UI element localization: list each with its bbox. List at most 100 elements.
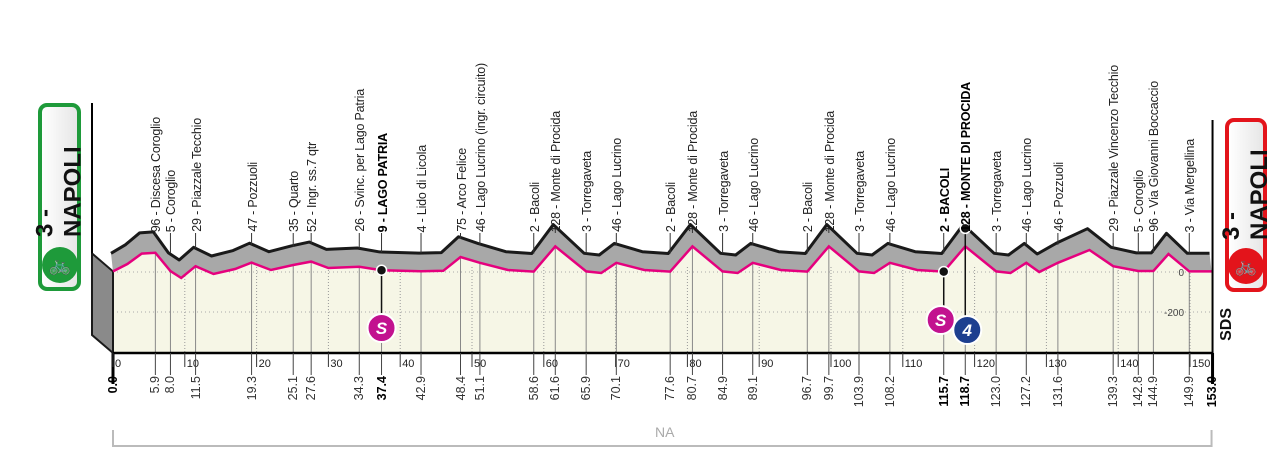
province-bracket [112,430,1213,447]
x-tick-label: 140 [1120,358,1138,370]
x-tick-label: 0 [115,358,121,370]
sprint-icon [925,305,956,335]
x-tick-label: 110 [905,358,923,370]
sds-logo: SDS [1218,308,1235,341]
km-label: 70.1 [609,376,624,401]
x-tick-label: 40 [402,358,414,370]
km-label: 42.9 [414,376,429,401]
km-label: 48.4 [453,376,468,401]
x-tick-label: 10 [187,358,199,370]
waypoint-label: 29 - Piazzale Vincenzo Tecchio [1107,65,1122,232]
km-label: 5.9 [148,376,163,394]
km-label: 123.0 [989,376,1004,408]
waypoint-label: 5 - Coroglio [164,169,179,232]
km-label-endpoint: 153.0 [1204,376,1219,408]
km-label: 96.7 [800,376,815,401]
waypoint-label: 26 - Svinc. per Lago Patria [353,89,368,232]
km-label: 61.6 [548,376,563,401]
waypoint-label: 3 - Torregaveta [716,151,731,232]
x-tick-label: 80 [689,358,701,370]
cyclist-icon: 🚲 [1228,248,1264,284]
waypoint-label: 9 - LAGO PATRIA [375,132,390,232]
km-label: 58.6 [526,376,541,401]
km-label: 65.9 [579,376,594,401]
y-tick-label: 0 [1178,268,1184,279]
start-label: 3 - NAPOLI [31,146,87,237]
x-tick-label: 60 [546,358,558,370]
waypoint-label: 52 - Ingr. ss.7 qtr [305,142,320,232]
km-label: 149.9 [1182,376,1197,408]
waypoint-label: 96 - Via Giovanni Boccaccio [1147,81,1162,232]
km-label: 89.1 [745,376,760,401]
marker-symbol: S [935,311,947,330]
x-tick-label: 90 [761,358,773,370]
province-label: NA [655,424,675,440]
waypoint-label: 96 - Discesa Coroglio [149,116,164,232]
waypoint-label: 3 - Torregaveta [990,151,1005,232]
km-label: 37.4 [374,376,389,401]
x-tick-label: 150 [1192,358,1210,370]
sprint-icon [366,313,397,343]
waypoint-label: 2 - BACOLI [937,168,952,232]
km-label: 142.8 [1131,376,1146,408]
km-label: 118.7 [958,376,973,407]
relief-top-line [110,223,1210,262]
km-label: 144.9 [1146,376,1161,408]
waypoint-label: 2 - Bacoli [801,181,816,232]
km-label: 11.5 [188,376,203,400]
x-tick-label: 70 [618,358,630,370]
km-label-endpoint: 0.0 [106,376,120,394]
cyclist-icon: 🚲 [42,247,78,283]
km-label: 139.3 [1106,376,1121,408]
km-label: 103.9 [852,376,866,408]
km-label: 84.9 [715,376,730,401]
x-tick-label: 30 [330,358,342,370]
waypoint-label: 128 - Monte di Procida [686,110,701,232]
marker-symbol: S [376,319,388,338]
waypoint-label: 4 - Lido di Licola [415,144,430,232]
km-label: 115.7 [936,376,951,407]
elevation-line [112,244,1212,280]
km-label: 108.2 [882,376,897,408]
km-label: 127.2 [1019,376,1034,408]
waypoint-label: 128 - Monte di Procida [549,110,564,232]
marker-dot [937,265,950,278]
km-label: 19.3 [244,376,259,401]
finish-label: 3 - NAPOLI [1218,149,1273,240]
waypoint-label: 75 - Arco Felice [454,148,469,232]
y-tick-label: -200 [1164,308,1184,319]
x-tick-label: 120 [977,358,995,370]
km-label: 80.7 [685,376,700,401]
x-tick-label: 100 [833,358,851,370]
start-badge: 3 - NAPOLI 🚲 [31,103,87,291]
waypoint-label: 46 - Lago Lucrino [746,138,761,232]
km-label: 131.6 [1050,376,1065,408]
marker-symbol: 4 [962,321,973,340]
marker-dot [375,264,388,276]
waypoint-label: 29 - Piazzale Tecchio [189,118,204,232]
km-label: 25.1 [286,376,301,401]
km-label: 27.6 [304,376,319,401]
x-tick-label: 20 [259,358,271,370]
km-label: 51.1 [472,376,487,401]
km-label: 99.7 [821,376,836,401]
waypoint-label: 46 - Lago Lucrino [610,138,625,232]
km-label: 34.3 [352,376,367,401]
waypoint-label: 5 - Coroglio [1132,169,1147,232]
waypoint-label: 3 - Torregaveta [580,151,595,232]
waypoint-label: 46 - Pozzuoli [1051,162,1066,232]
waypoint-label: 128 - MONTE DI PROCIDA [959,82,974,232]
relief-area [111,224,1212,278]
waypoint-label: 46 - Lago Lucrino [1020,138,1035,232]
waypoint-label: 3 - Via Mergellina [1183,138,1198,232]
waypoint-label: 46 - Lago Lucrino (ingr. circuito) [473,63,488,232]
waypoint-label: 3 - Torregaveta [853,151,867,232]
waypoint-label: 128 - Monte di Procida [822,110,837,232]
km-label: 8.0 [163,376,178,394]
marker-dot [959,222,972,235]
waypoint-label: 2 - Bacoli [527,181,542,232]
km-label: 77.6 [663,376,678,401]
waypoint-label: 2 - Bacoli [664,181,679,232]
kom-cat4-icon [952,315,983,345]
